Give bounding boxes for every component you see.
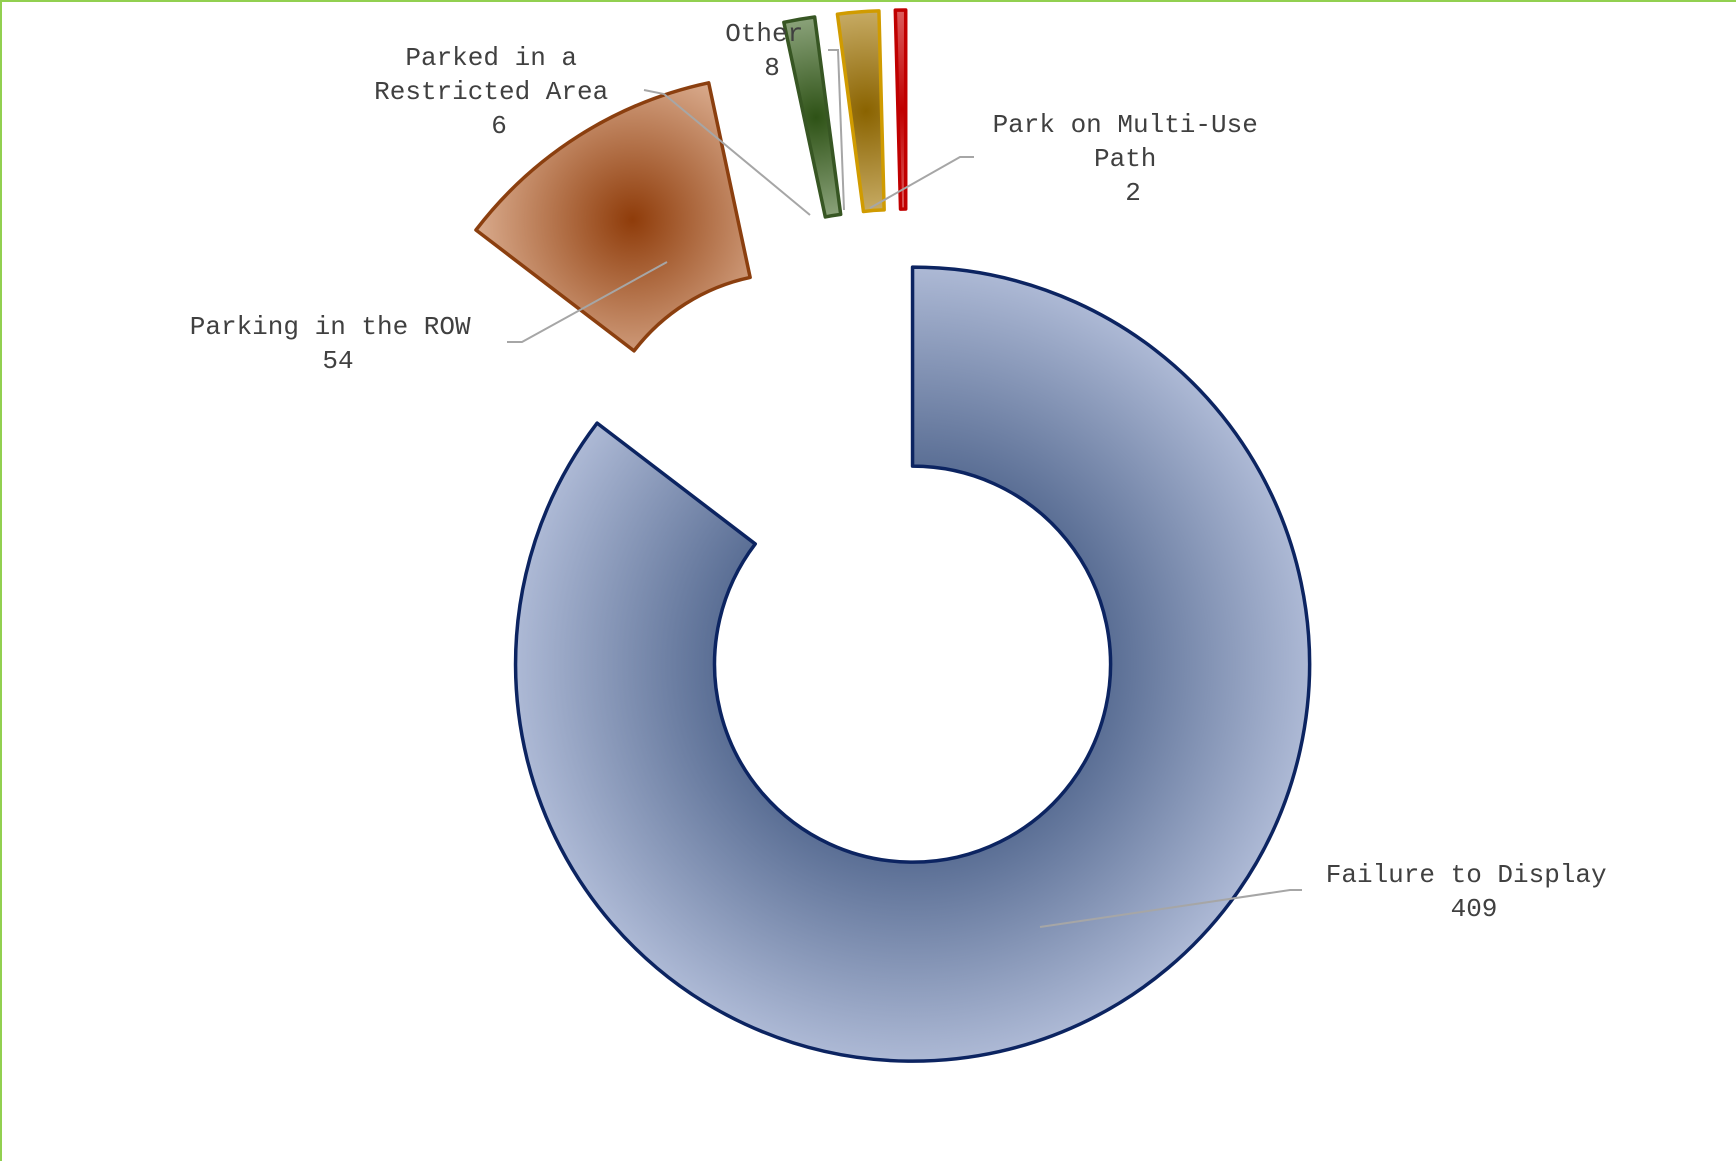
slices-group: [474, 8, 1312, 1063]
data-label-other-name: Other: [725, 19, 803, 49]
data-label-row: Parking in the ROW 54: [190, 312, 486, 376]
data-label-other-value: 8: [764, 53, 780, 83]
data-label-restricted-line2: Restricted Area: [374, 77, 608, 107]
slice-other: [835, 9, 886, 214]
slice-park-on-multi-use-path: [893, 8, 908, 211]
data-label-restricted-line1: Parked in a: [405, 43, 577, 73]
data-label-multiuse-line1: Park on Multi-Use: [993, 110, 1258, 140]
data-label-restricted: Parked in a Restricted Area 6: [374, 43, 624, 141]
slice-parking-in-the-row: [474, 81, 752, 353]
data-label-row-value: 54: [322, 346, 353, 376]
data-label-failure-name: Failure to Display: [1326, 860, 1607, 890]
data-label-restricted-value: 6: [491, 111, 507, 141]
leader-lines: [507, 49, 1302, 928]
leader-line-failure: [1039, 889, 1302, 928]
data-label-multiuse: Park on Multi-Use Path 2: [993, 110, 1274, 208]
leader-line-restricted: [643, 89, 811, 216]
data-label-multiuse-value: 2: [1125, 178, 1141, 208]
data-labels: Failure to Display 409 Parking in the RO…: [190, 19, 1622, 924]
data-label-failure-value: 409: [1451, 894, 1498, 924]
leader-line-multiuse: [869, 156, 974, 209]
slice-parked-in-a-restricted-area: [782, 15, 843, 219]
data-label-failure: Failure to Display 409: [1326, 860, 1622, 924]
data-label-row-name: Parking in the ROW: [190, 312, 471, 342]
leader-line-other: [828, 49, 845, 211]
slice-failure-to-display: [513, 265, 1312, 1063]
leader-line-row: [507, 261, 668, 343]
data-label-other: Other 8: [725, 19, 819, 83]
data-label-multiuse-line2: Path: [1094, 144, 1156, 174]
